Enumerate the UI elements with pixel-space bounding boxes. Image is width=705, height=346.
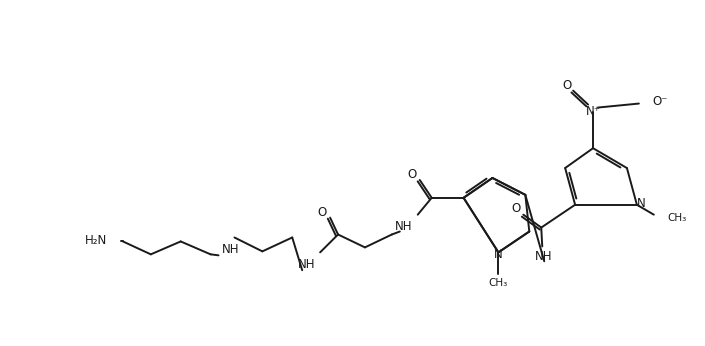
Text: CH₃: CH₃ xyxy=(489,278,508,288)
Text: O: O xyxy=(563,79,572,92)
Text: N⁺: N⁺ xyxy=(586,105,601,118)
Text: O⁻: O⁻ xyxy=(653,95,668,108)
Text: H₂N: H₂N xyxy=(85,234,107,247)
Text: O: O xyxy=(317,206,326,219)
Text: NH: NH xyxy=(395,220,412,233)
Text: N: N xyxy=(494,248,503,261)
Text: CH₃: CH₃ xyxy=(668,213,687,222)
Text: O: O xyxy=(407,169,417,182)
Text: O: O xyxy=(512,202,521,215)
Text: N: N xyxy=(637,197,645,210)
Text: NH: NH xyxy=(298,258,315,271)
Text: NH: NH xyxy=(534,250,552,263)
Text: NH: NH xyxy=(222,243,239,256)
